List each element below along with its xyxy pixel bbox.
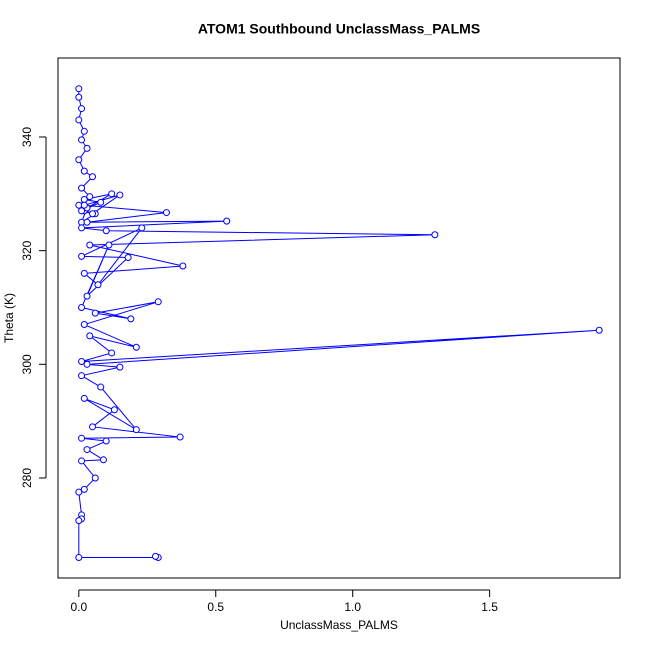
x-axis-label: UnclassMass_PALMS [280,618,398,632]
data-point [127,315,135,323]
data-point [78,303,86,311]
data-point [83,218,91,226]
data-point [138,224,146,232]
data-point [80,167,88,175]
data-point [431,231,439,239]
data-point [78,136,86,144]
data-point [75,116,83,124]
data-point [83,144,91,152]
data-point [78,224,86,232]
data-point [91,309,99,317]
data-point [78,457,86,465]
data-point [80,269,88,277]
data-point [89,210,97,218]
data-point [80,485,88,493]
data-point [75,554,83,562]
data-point [86,332,94,340]
data-point [89,173,97,181]
plot-frame [57,57,621,579]
data-point [80,321,88,329]
y-axis-label: Theta (K) [2,293,16,343]
chart-title: ATOM1 Southbound UnclassMass_PALMS [198,21,480,37]
data-point [97,198,105,206]
data-point [110,406,118,414]
data-point [80,394,88,402]
y-tick-label: 280 [20,468,34,488]
data-point [80,201,88,209]
data-point [75,93,83,101]
data-point [78,184,86,192]
data-point [91,474,99,482]
data-point [78,434,86,442]
y-tick-label: 300 [20,354,34,374]
data-point [86,241,94,249]
data-point [152,552,160,560]
y-tick-label: 340 [20,127,34,147]
x-tick-label: 1.0 [344,600,361,614]
data-point [78,357,86,365]
data-point [75,517,83,525]
x-tick-label: 1.5 [481,600,498,614]
data-point [154,298,162,306]
data-point [105,241,113,249]
data-point [80,127,88,135]
data-point [75,488,83,496]
data-point [595,326,603,334]
data-point [78,105,86,113]
data-point [83,292,91,300]
data-point [102,437,110,445]
data-point [86,193,94,201]
data-point [108,349,116,357]
data-point [83,360,91,368]
data-point [116,363,124,371]
data-point [94,281,102,289]
y-tick-label: 320 [20,240,34,260]
data-point [80,196,88,204]
data-point [132,426,140,434]
data-point [108,190,116,198]
data-point [179,262,187,270]
data-point [102,227,110,235]
data-point [99,456,107,464]
data-point [78,252,86,260]
x-tick-label: 0.0 [70,600,87,614]
data-point [75,85,83,93]
data-point [78,207,86,215]
data-point [116,191,124,199]
data-point [89,423,97,431]
data-point [162,209,170,217]
data-point [124,253,132,261]
data-point [223,217,231,225]
x-tick-label: 0.5 [207,600,224,614]
data-point [132,343,140,351]
data-point [97,383,105,391]
data-point [176,433,184,441]
data-point [75,156,83,164]
data-point [78,372,86,380]
data-point [83,446,91,454]
